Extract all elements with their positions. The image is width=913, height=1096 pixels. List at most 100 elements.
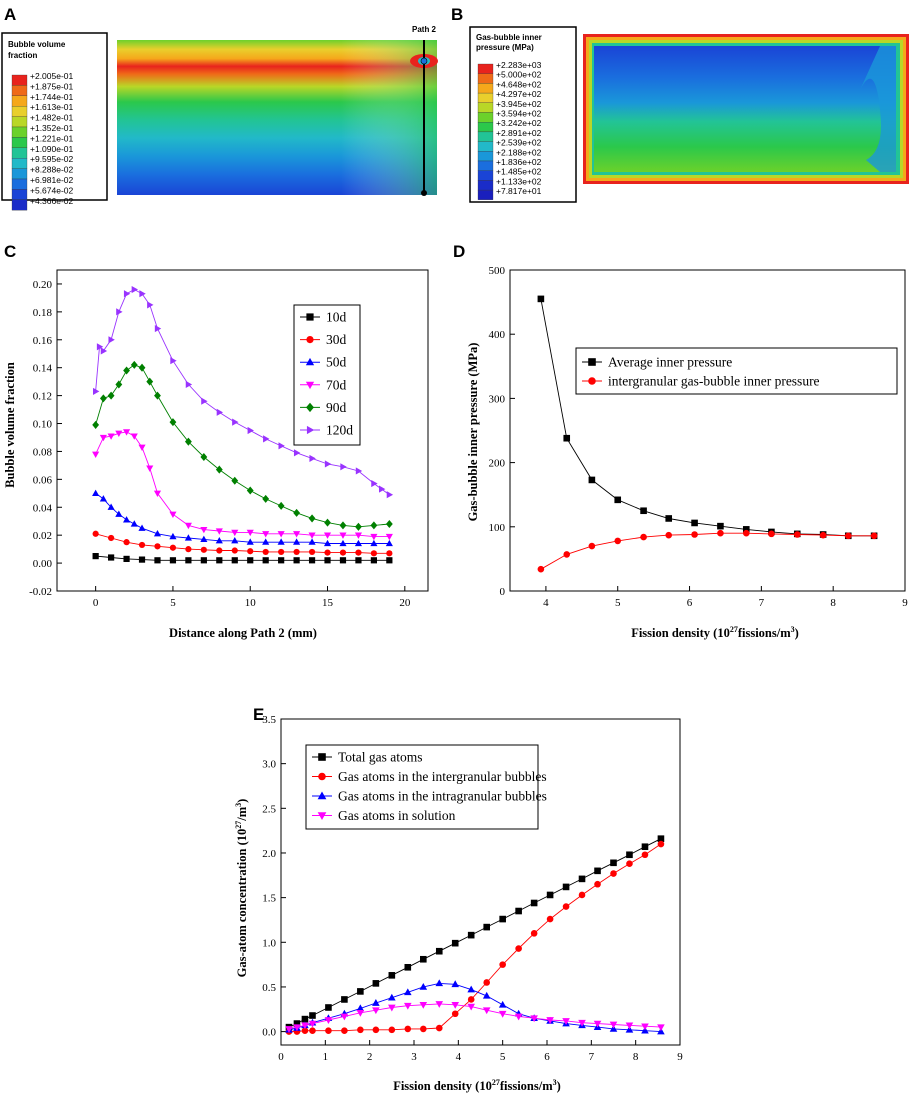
chartE-point — [498, 1000, 507, 1008]
chart-d: 4 5 6 7 8 9 0 100 200 300 400 500 — [489, 265, 909, 609]
chartC-point — [247, 426, 254, 435]
chartE-point — [451, 980, 460, 988]
chartD-ytick-label: 100 — [489, 522, 506, 534]
chartC-ytick-label: 0.02 — [33, 530, 52, 542]
chartD-xtick-label: 7 — [759, 597, 765, 609]
chartD-point — [588, 476, 596, 484]
chartC-point — [123, 555, 130, 562]
legend-a-value: +1.482e-01 — [30, 113, 74, 123]
legend-b: +2.283e+03+5.000e+02+4.648e+02+4.297e+02… — [477, 60, 542, 200]
chartC-ytick-label: 0.04 — [33, 502, 53, 514]
chartE-point — [546, 891, 554, 899]
chartD-point — [640, 507, 647, 515]
legend-b-swatch — [477, 122, 494, 133]
chartC-point — [138, 556, 146, 563]
panel-e: E 0 1 2 3 4 5 6 7 8 9 0.0 0.5 1.0 1.5 2.0 2.5 3.0 3.5 Fis… — [234, 705, 683, 1093]
chartE-point — [372, 999, 380, 1006]
chartD-xtick-label: 8 — [830, 597, 836, 609]
chartD-xtick-label: 9 — [902, 597, 908, 609]
chartC-legend-marker — [306, 336, 314, 344]
legend-b-swatch — [477, 151, 494, 162]
chartC-point — [247, 557, 254, 564]
legend-a-value: +1.875e-01 — [30, 81, 74, 91]
chartE-point — [419, 1002, 428, 1009]
chartC-point — [107, 503, 115, 510]
chartD-point — [614, 537, 622, 545]
legend-a-value: +1.221e-01 — [30, 133, 74, 143]
chartE-point — [562, 883, 570, 891]
chartE-point — [435, 947, 443, 955]
chartC-point — [355, 557, 362, 564]
chartC-ytick-label: 0.12 — [33, 391, 52, 403]
chartC-point — [185, 380, 193, 389]
chartC-point — [115, 380, 123, 389]
legend-a-value: +1.613e-01 — [30, 102, 74, 112]
legend-a-value: +4.366e-02 — [30, 196, 74, 206]
chartC-point — [231, 529, 239, 537]
chartE-point — [594, 880, 601, 888]
chartD-ytick-label: 0 — [500, 586, 506, 598]
chartD-point — [819, 531, 827, 539]
chartC-point — [378, 485, 386, 493]
chartD-point — [665, 515, 673, 522]
chartD-point — [640, 533, 647, 541]
chart-d-legend: Average inner pressure intergranular gas-… — [575, 347, 898, 395]
chart-e-xlabel-sup: 27 — [492, 1078, 500, 1087]
chartC-point — [108, 554, 115, 561]
chartE-xtick-label: 0 — [278, 1051, 284, 1063]
chartE-point — [324, 1017, 333, 1024]
chartC-point — [355, 549, 362, 556]
chartE-point — [309, 1027, 316, 1035]
chartC-point — [115, 430, 123, 438]
legend-title-a-2: fraction — [8, 51, 37, 60]
chartC-ytick-label: 0.14 — [33, 363, 53, 375]
legend-a-swatch — [11, 158, 28, 169]
chart-d-xlabel-sup2: 3 — [791, 625, 795, 634]
chartE-point — [515, 907, 522, 915]
chartC-xtick-label: 10 — [245, 597, 257, 609]
chartC-point — [262, 494, 270, 503]
chartC-point — [184, 437, 192, 446]
chartC-point — [138, 524, 146, 531]
chartC-legend-marker — [306, 313, 314, 321]
chartC-point — [200, 526, 208, 534]
chartE-point — [530, 1015, 538, 1023]
chartE-point — [356, 1004, 365, 1012]
chartC-point — [185, 557, 192, 564]
chartC-legend-marker — [306, 402, 314, 413]
chart-c: 0 5 10 15 20 -0.02 0.00 0.02 0.04 0.06 0.08 0.10 0.1… — [29, 269, 429, 609]
chartC-point — [153, 490, 162, 498]
chartE-point — [641, 843, 649, 851]
legend-b-value: +2.539e+02 — [496, 138, 542, 148]
chartE-point — [357, 1026, 364, 1034]
legend-a-swatch — [11, 137, 28, 148]
legend-a-value: +5.674e-02 — [30, 185, 74, 195]
chart-e-xlabel: Fission density (1027fissions/m3) — [393, 1078, 561, 1093]
chartD-series-line-0 — [540, 298, 875, 537]
chartC-point — [386, 550, 393, 557]
chartC-point — [339, 521, 347, 530]
chartC-point — [247, 548, 254, 555]
chart-e-ylabel-end: ) — [235, 799, 249, 803]
chartC-point — [93, 387, 100, 395]
chartD-series-line-1 — [540, 532, 875, 570]
chartC-point — [123, 290, 131, 298]
chartC-ytick-label: 0.18 — [33, 307, 53, 319]
panel-letter-d: D — [453, 242, 465, 261]
chartD-point — [717, 529, 724, 537]
chartC-point — [201, 397, 208, 405]
path-2-label: Path 2 — [412, 25, 437, 34]
legend-b-swatch — [477, 63, 494, 74]
chartC-point — [277, 501, 285, 510]
legend-b-value: +1.836e+02 — [496, 157, 542, 167]
chartC-point — [116, 308, 123, 316]
chart-c-ylabel: Bubble volume fraction — [3, 362, 17, 488]
chartC-point — [99, 394, 107, 403]
chart-e: 0 1 2 3 4 5 6 7 8 9 0.0 0.5 1.0 1.5 2.0 2.5 3.0 3.5 — [262, 714, 683, 1063]
chartC-point — [246, 486, 254, 495]
legend-b-swatch — [477, 102, 494, 113]
chartC-point — [371, 479, 378, 488]
chartC-point — [215, 465, 223, 474]
chart-e-ylabel-sup2: 3 — [234, 803, 243, 807]
chartC-point — [92, 451, 100, 458]
